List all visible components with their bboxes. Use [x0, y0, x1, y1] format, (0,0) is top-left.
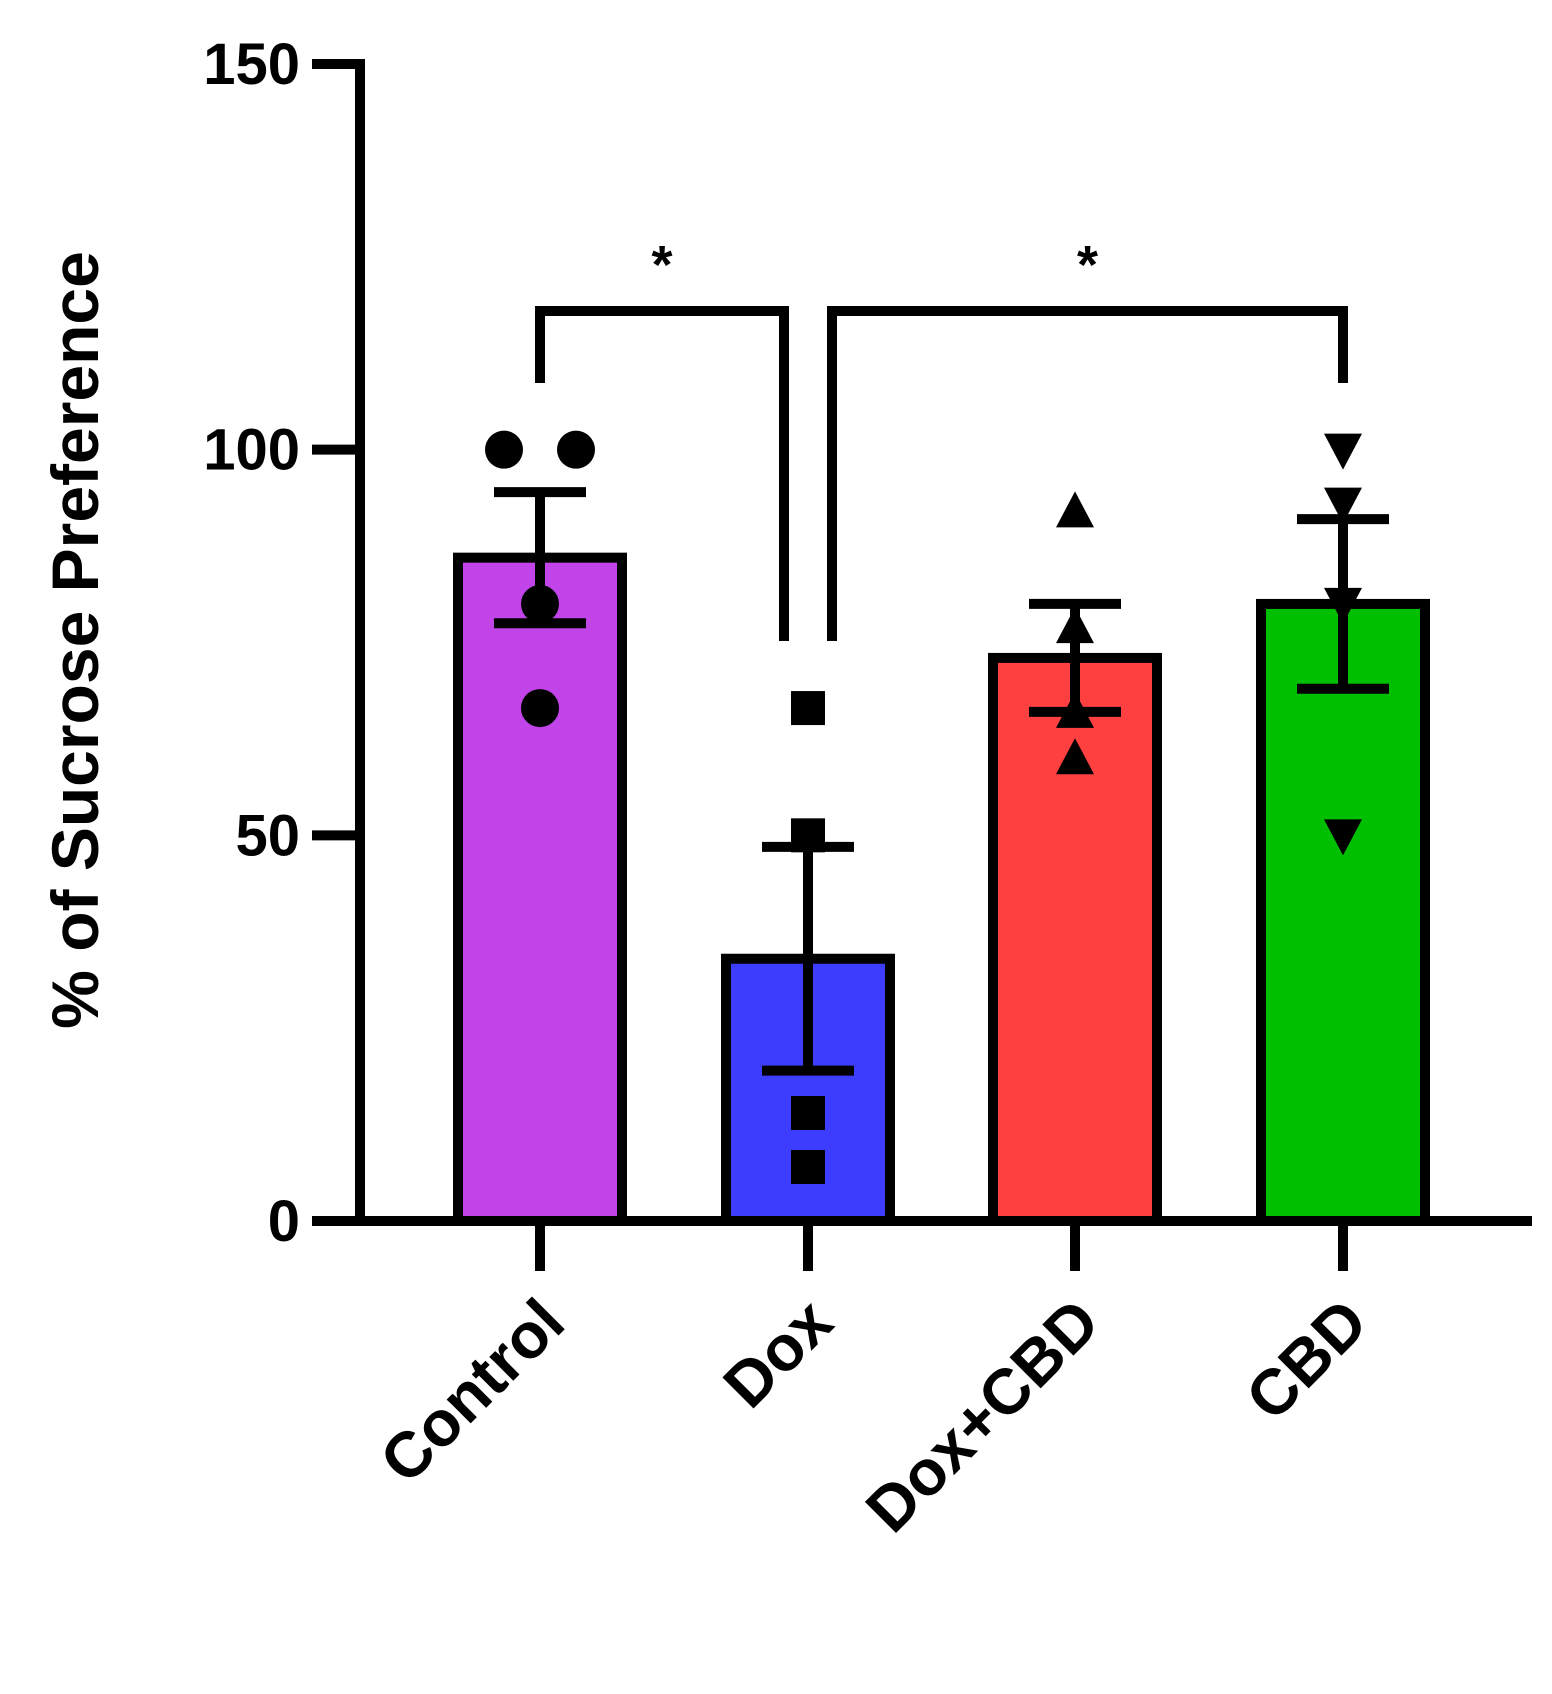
sig-bracket-dox-vs-cbd	[827, 306, 1348, 641]
error-bars	[494, 487, 1389, 1076]
point-dox-cbd-3	[1056, 691, 1094, 728]
point-dox-1	[791, 691, 825, 726]
point-control-4	[521, 689, 559, 728]
x-axis	[355, 1216, 1532, 1271]
y-axis-title: % of Sucrose Preference	[38, 251, 112, 1029]
x-label-control: Control	[366, 1285, 578, 1497]
y-tick-label-50: 50	[235, 803, 300, 868]
x-label-dox-cbd: Dox+CBD	[852, 1285, 1113, 1546]
point-control-2	[557, 430, 595, 469]
point-dox-cbd-2	[1056, 607, 1094, 644]
x-tick-labels: Control Dox Dox+CBD CBD	[366, 1285, 1381, 1546]
point-dox-cbd-1	[1056, 491, 1094, 528]
significance-brackets: * *	[535, 235, 1348, 641]
point-cbd-2	[1324, 487, 1362, 524]
point-dox-cbd-4	[1056, 738, 1094, 775]
sig-bracket-control-vs-dox	[535, 306, 789, 641]
point-control-1	[485, 430, 523, 469]
bars	[453, 552, 1430, 1226]
bar-control	[453, 552, 627, 1226]
point-dox-4	[791, 1150, 825, 1185]
sig-label-2: *	[1077, 235, 1098, 295]
point-cbd-4	[1324, 819, 1362, 856]
point-control-3	[521, 584, 559, 623]
bar-cbd	[1256, 598, 1430, 1226]
y-tick-label-0: 0	[268, 1189, 300, 1254]
y-tick-label-150: 150	[203, 32, 300, 97]
y-ticks: 0 50 100 150	[203, 32, 360, 1254]
data-points	[485, 430, 1362, 1185]
x-label-cbd: CBD	[1232, 1285, 1381, 1434]
point-cbd-3	[1324, 587, 1362, 624]
point-cbd-1	[1324, 433, 1362, 470]
point-dox-2	[791, 818, 825, 853]
point-dox-3	[791, 1096, 825, 1131]
sig-label-1: *	[651, 235, 672, 295]
x-label-dox: Dox	[709, 1285, 846, 1422]
y-tick-label-100: 100	[203, 418, 300, 483]
